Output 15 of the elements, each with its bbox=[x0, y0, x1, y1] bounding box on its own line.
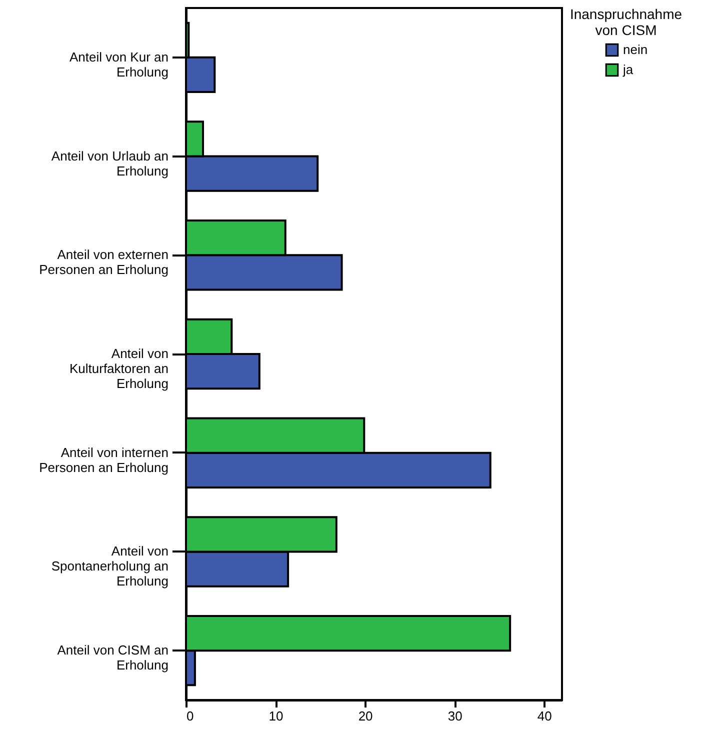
y-tick-label: Anteil von Spontanerholung an Erholung bbox=[51, 544, 168, 589]
y-tick-label: Anteil von Kulturfaktoren an Erholung bbox=[69, 346, 168, 391]
legend-label: nein bbox=[623, 42, 648, 57]
x-tick-label: 0 bbox=[186, 708, 194, 724]
x-tick-label: 40 bbox=[537, 708, 552, 724]
x-tick-label: 20 bbox=[358, 708, 373, 724]
legend-label: ja bbox=[622, 62, 634, 77]
y-tick-label: Anteil von CISM an Erholung bbox=[57, 642, 168, 673]
y-tick-label: Anteil von internen Personen an Erholung bbox=[39, 444, 168, 475]
x-tick-label: 10 bbox=[268, 708, 284, 724]
y-tick-label: Anteil von externen Personen an Erholung bbox=[39, 247, 168, 278]
legend-title: Inanspruchnahme von CISM bbox=[570, 6, 682, 38]
x-tick-label: 30 bbox=[448, 708, 462, 724]
y-tick-label: Anteil von Urlaub an Erholung bbox=[51, 148, 168, 178]
y-tick-label: Anteil von Kur an Erholung bbox=[69, 49, 168, 80]
